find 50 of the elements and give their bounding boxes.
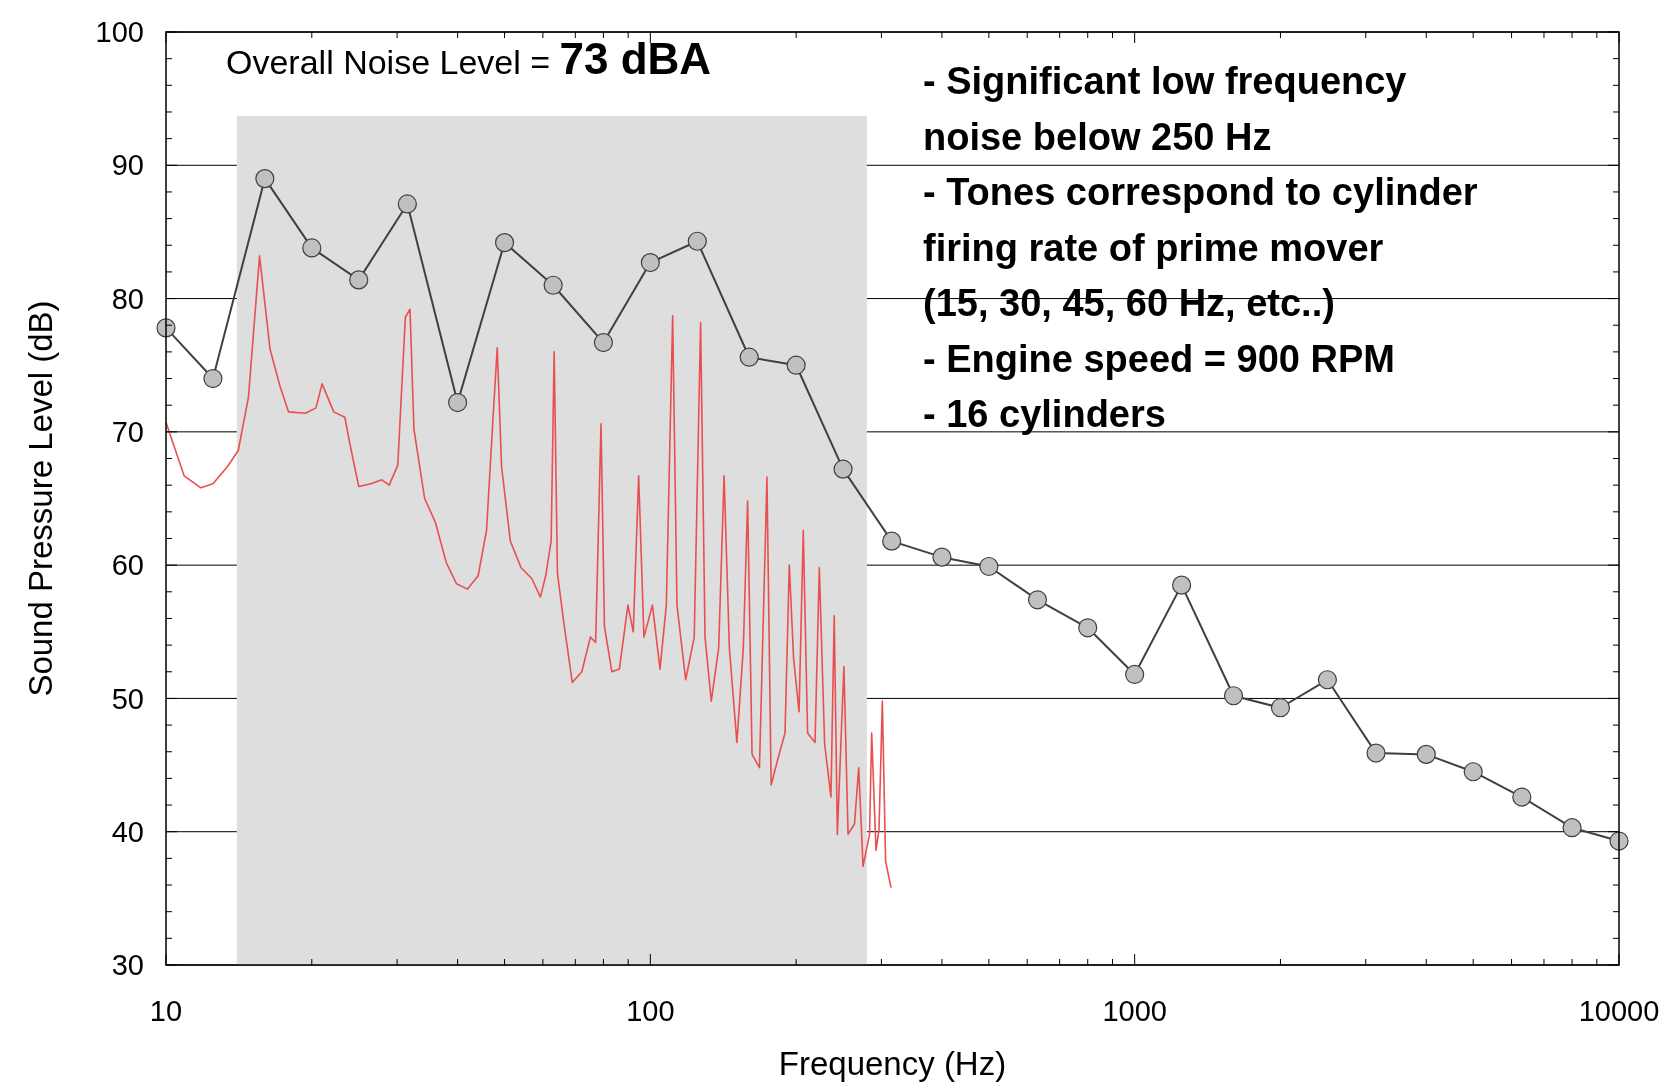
point xyxy=(739,347,759,367)
annotation: - Significant low frequency xyxy=(923,60,1407,102)
x-tick-label: 100 xyxy=(626,995,675,1027)
y-tick-label: 40 xyxy=(111,815,144,848)
x-tick-label: 10 xyxy=(149,995,183,1027)
y-tick-label: 90 xyxy=(111,149,144,182)
point xyxy=(203,368,223,389)
point xyxy=(1270,698,1291,718)
point xyxy=(640,252,660,273)
point xyxy=(349,270,369,290)
point xyxy=(1027,590,1048,610)
y-tick-label: 70 xyxy=(111,416,144,449)
y-tick-label: 30 xyxy=(111,949,144,982)
annotation: - 16 cylinders xyxy=(923,393,1166,435)
point xyxy=(397,194,417,214)
point xyxy=(1078,618,1098,638)
point xyxy=(687,231,707,251)
point xyxy=(1317,670,1337,690)
annotation: - Engine speed = 900 RPM xyxy=(923,337,1395,380)
point xyxy=(1223,686,1244,706)
x-tick-label: 10000 xyxy=(1578,995,1660,1027)
point xyxy=(1512,787,1532,807)
point xyxy=(448,392,468,413)
x-axis-title: Frequency (Hz) xyxy=(778,1045,1007,1082)
point xyxy=(1125,664,1145,685)
point xyxy=(932,547,952,567)
annotation: firing rate of prime mover xyxy=(923,226,1384,269)
point xyxy=(833,459,853,479)
x-tick-label: 1000 xyxy=(1102,995,1167,1027)
y-tick-label: 50 xyxy=(111,682,144,715)
point xyxy=(786,355,806,375)
point xyxy=(494,232,515,253)
point xyxy=(1366,743,1386,763)
y-axis-title: Sound Pressure Level (dB) xyxy=(22,300,59,697)
point xyxy=(979,556,999,577)
point xyxy=(543,275,563,295)
point xyxy=(1463,762,1483,782)
annotation: - Tones correspond to cylinder xyxy=(923,171,1478,213)
point xyxy=(882,531,902,551)
annotation: Overall Noise Level = xyxy=(226,43,560,81)
point xyxy=(593,332,613,353)
point xyxy=(302,238,322,258)
point xyxy=(1416,744,1436,765)
y-tick-label: 80 xyxy=(111,282,144,315)
y-tick-label: 60 xyxy=(111,549,144,582)
point xyxy=(1562,818,1582,838)
point xyxy=(1172,575,1192,595)
annotation: 73 dBA xyxy=(559,34,712,83)
y-tick-label: 100 xyxy=(95,16,144,49)
annotation: noise below 250 Hz xyxy=(923,115,1272,158)
